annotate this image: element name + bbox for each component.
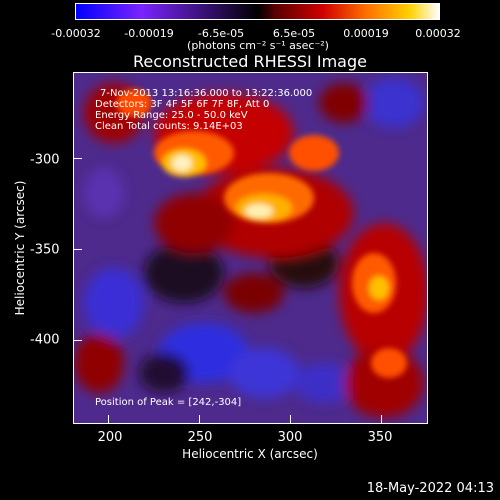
- y-tickmark: [74, 249, 82, 250]
- x-tick-label: 250: [187, 430, 213, 445]
- colorbar-tick: -6.5e-05: [197, 27, 245, 40]
- solar-image-graphic: [74, 73, 427, 423]
- x-tick-label: 300: [277, 430, 303, 445]
- x-tick-label: 350: [367, 430, 393, 445]
- x-tick-label: 200: [97, 430, 123, 445]
- y-tick-label: -350: [30, 242, 60, 258]
- generation-timestamp: 18-May-2022 04:13: [366, 481, 494, 496]
- colorbar: [75, 3, 440, 20]
- y-tick-label: -300: [30, 152, 60, 168]
- y-tickmark: [74, 340, 82, 341]
- y-axis-label: Heliocentric Y (arcsec): [13, 180, 27, 316]
- colorbar-tick: 6.5e-05: [272, 27, 316, 40]
- x-tickmark: [381, 415, 382, 423]
- time-range: 7-Nov-2013 13:16:36.000 to 13:22:36.000: [100, 88, 313, 99]
- x-axis-label: Heliocentric X (arcsec): [182, 447, 318, 461]
- x-tickmark: [108, 415, 109, 423]
- colorbar-tick: -0.00019: [124, 27, 174, 40]
- y-tick-label: -400: [30, 332, 60, 348]
- colorbar-tick: 0.00019: [343, 27, 389, 40]
- colorbar-unit: (photons cm⁻² s⁻¹ asec⁻²): [187, 39, 329, 52]
- detectors-info: Detectors: 3F 4F 5F 6F 7F 8F, Att 0: [95, 99, 270, 110]
- y-tickmark: [74, 158, 82, 159]
- image-title: Reconstructed RHESSI Image: [133, 52, 367, 71]
- solar-image: [73, 72, 428, 424]
- colorbar-tick: -0.00032: [51, 27, 101, 40]
- energy-range: Energy Range: 25.0 - 50.0 keV: [95, 110, 248, 121]
- colorbar-tick: 0.00032: [415, 27, 461, 40]
- clean-counts: Clean Total counts: 9.14E+03: [95, 121, 243, 132]
- peak-position: Position of Peak = [242,-304]: [95, 397, 242, 408]
- x-tickmark: [199, 415, 200, 423]
- x-tickmark: [290, 415, 291, 423]
